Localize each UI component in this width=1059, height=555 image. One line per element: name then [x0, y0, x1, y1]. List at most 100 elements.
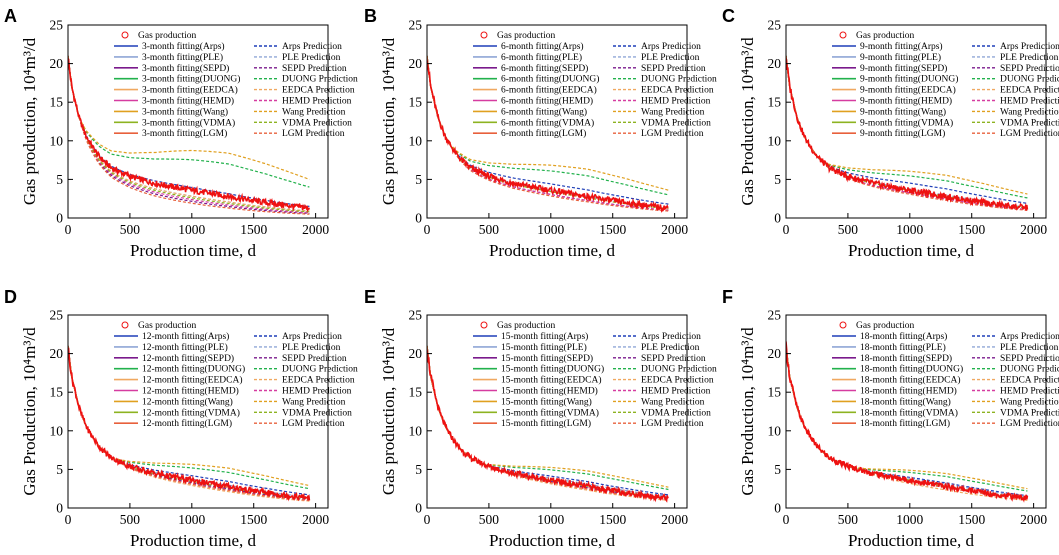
- x-tick-label: 0: [783, 222, 790, 237]
- legend-pred-label: HEMD Prediction: [1000, 387, 1059, 397]
- x-axis-title: Production time, d: [130, 531, 257, 550]
- legend-pred-label: PLE Prediction: [1000, 53, 1059, 63]
- legend-observed-marker: [121, 321, 129, 329]
- legend-fit-label: 12-month fitting(PLE): [142, 342, 228, 353]
- x-tick-label: 2000: [302, 512, 329, 527]
- fitting-line-hemd: [427, 345, 483, 465]
- x-axis-title: Production time, d: [848, 241, 975, 260]
- legend-pred-label: Wang Prediction: [282, 107, 346, 117]
- y-tick-label: 15: [409, 95, 423, 110]
- legend-pred-label: VDMA Prediction: [641, 408, 711, 418]
- legend-pred-label: EEDCA Prediction: [641, 376, 714, 386]
- fitting-line-arps: [427, 345, 483, 465]
- axes-frame: [785, 24, 1047, 219]
- y-tick-label: 20: [409, 346, 423, 361]
- legend-fit-label: 12-month fitting(EEDCA): [142, 375, 243, 386]
- y-tick-label: 5: [415, 172, 422, 187]
- x-tick-label: 1000: [537, 222, 564, 237]
- y-tick-label: 5: [774, 462, 781, 477]
- prediction-line-hemd: [818, 158, 1028, 211]
- y-tick-label: 25: [50, 18, 64, 33]
- y-tick-label: 20: [768, 346, 782, 361]
- legend-pred-label: DUONG Prediction: [641, 75, 717, 85]
- legend-pred-label: PLE Prediction: [282, 53, 341, 63]
- legend-observed-marker: [839, 321, 847, 329]
- legend-fit-label: 15-month fitting(DUONG): [501, 364, 604, 375]
- prediction-line-sepd: [818, 158, 1028, 211]
- prediction-line-sepd: [448, 143, 669, 211]
- legend-pred-label: Wang Prediction: [641, 107, 705, 117]
- legend-fit-label: 15-month fitting(Wang): [501, 396, 592, 407]
- x-tick-label: 0: [65, 512, 72, 527]
- legend-fit-label: 15-month fitting(LGM): [501, 418, 591, 429]
- legend-observed-label: Gas production: [138, 321, 197, 331]
- x-tick-label: 1500: [599, 222, 626, 237]
- legend-fit-label: 9-month fitting(SEPD): [860, 63, 947, 74]
- legend-pred-label: Wang Prediction: [282, 397, 346, 407]
- legend-pred-label: Arps Prediction: [282, 332, 342, 342]
- legend-observed-label: Gas production: [856, 31, 915, 41]
- prediction-line-arps: [78, 117, 310, 207]
- fitting-line-vdma: [786, 55, 820, 160]
- legend-pred-label: LGM Prediction: [1000, 129, 1059, 139]
- fitting-line-arps: [786, 55, 820, 160]
- legend-fit-label: 15-month fitting(VDMA): [501, 407, 599, 418]
- x-tick-label: 1500: [958, 222, 985, 237]
- y-tick-label: 20: [768, 56, 782, 71]
- panel-letter: D: [4, 287, 17, 307]
- legend-fit-label: 12-month fitting(SEPD): [142, 353, 234, 364]
- legend-fit-label: 18-month fitting(PLE): [860, 342, 946, 353]
- legend-pred-label: Arps Prediction: [282, 42, 342, 52]
- x-axis-title: Production time, d: [130, 241, 257, 260]
- y-tick-label: 15: [409, 385, 423, 400]
- y-tick-label: 5: [415, 462, 422, 477]
- fitting-line-ple: [786, 55, 820, 160]
- plot-area: [427, 55, 669, 213]
- legend-observed-marker: [839, 31, 847, 39]
- panel-E: E 0 500 1000 1500 2000 0 5 10 15 20 25 Production ti…: [364, 287, 717, 550]
- y-tick-label: 5: [56, 462, 63, 477]
- prediction-line-lgm: [78, 117, 310, 215]
- prediction-line-eedca: [482, 463, 669, 501]
- legend-pred-label: SEPD Prediction: [282, 354, 347, 364]
- prediction-line-wang: [448, 142, 669, 191]
- legend-pred-label: Wang Prediction: [1000, 397, 1059, 407]
- legend-fit-label: 18-month fitting(SEPD): [860, 353, 952, 364]
- legend-fit-label: 6-month fitting(DUONG): [501, 74, 599, 85]
- x-tick-label: 2000: [1020, 222, 1047, 237]
- prediction-line-wang: [482, 463, 669, 488]
- panel-letter: E: [364, 287, 376, 307]
- fitting-line-lgm: [427, 345, 483, 465]
- axes-frame: [67, 314, 329, 509]
- axes-frame: [67, 24, 329, 219]
- x-tick-label: 1500: [240, 222, 267, 237]
- y-axis-title: Gas production, 10⁴m³/d: [20, 37, 39, 205]
- legend-fit-label: 3-month fitting(LGM): [142, 128, 227, 139]
- prediction-line-vdma: [818, 158, 1028, 209]
- legend-fit-label: 6-month fitting(VDMA): [501, 117, 594, 128]
- legend-pred-label: EEDCA Prediction: [1000, 376, 1059, 386]
- fitting-line-lgm: [427, 55, 450, 144]
- prediction-line-ple: [852, 467, 1028, 497]
- legend-fit-label: 6-month fitting(HEMD): [501, 96, 593, 107]
- legend-pred-label: Arps Prediction: [641, 42, 701, 52]
- x-tick-label: 500: [479, 222, 500, 237]
- y-tick-label: 0: [774, 211, 781, 226]
- x-tick-label: 0: [424, 222, 431, 237]
- prediction-line-ple: [818, 158, 1028, 208]
- x-tick-label: 1000: [896, 512, 923, 527]
- legend-fit-label: 9-month fitting(PLE): [860, 52, 941, 63]
- observed-gas-production-line: [68, 58, 311, 213]
- x-tick-label: 1000: [537, 512, 564, 527]
- legend-fit-label: 18-month fitting(Arps): [860, 331, 947, 342]
- plot-area: [786, 55, 1029, 211]
- panel-B: B 0 500 1000 1500 2000 0 5 10 15 20 25 Production ti…: [364, 6, 717, 260]
- panel-letter: F: [722, 287, 733, 307]
- legend-fit-label: 9-month fitting(HEMD): [860, 96, 952, 107]
- legend-fit-label: 12-month fitting(VDMA): [142, 407, 240, 418]
- legend-fit-label: 9-month fitting(DUONG): [860, 74, 958, 85]
- legend-pred-label: VDMA Prediction: [1000, 118, 1059, 128]
- legend-pred-label: PLE Prediction: [641, 53, 700, 63]
- legend-fit-label: 3-month fitting(VDMA): [142, 117, 235, 128]
- fitting-line-sepd: [427, 345, 483, 465]
